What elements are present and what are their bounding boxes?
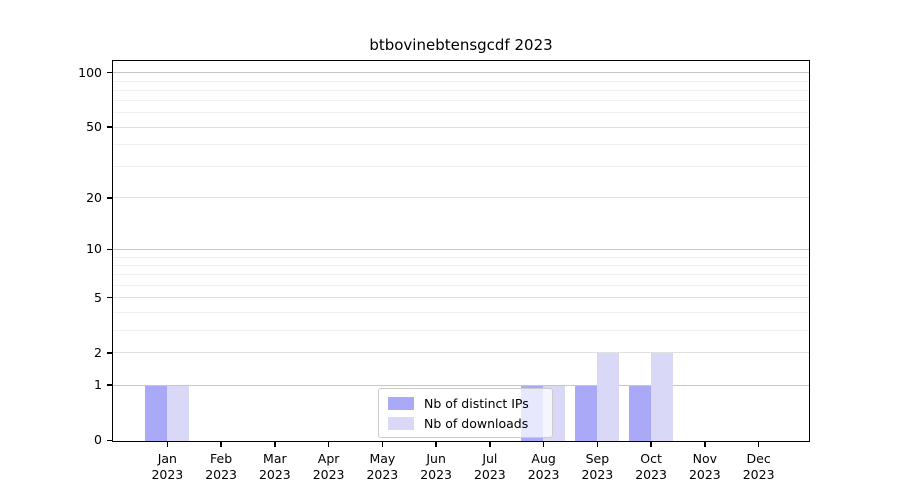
- gridline-minor: [113, 166, 809, 168]
- y-axis-tick: [107, 248, 112, 251]
- gridline-minor: [113, 256, 809, 258]
- bar-nb-of-distinct-ips-jan: [144, 385, 167, 441]
- gridline-major: [113, 297, 809, 299]
- legend-item: Nb of distinct IPs: [388, 394, 543, 413]
- y-axis-tick-label: 100: [78, 64, 102, 80]
- bar-nb-of-downloads-sep: [596, 353, 619, 441]
- x-axis-tick-label: Mar 2023: [258, 451, 291, 482]
- y-axis-tick: [107, 384, 112, 386]
- x-axis-tick-label: Oct 2023: [635, 451, 668, 482]
- gridline-major: [113, 126, 809, 128]
- x-axis-tick: [381, 442, 384, 447]
- gridline-minor: [113, 80, 809, 82]
- y-axis-tick: [107, 296, 112, 299]
- gridline-minor: [113, 264, 809, 266]
- x-axis-tick: [327, 442, 330, 447]
- x-axis-tick: [650, 442, 652, 447]
- chart-title: btbovinebtensgcdf 2023: [369, 36, 553, 54]
- legend-label: Nb of distinct IPs: [424, 396, 529, 412]
- x-axis-tick-label: Jun 2023: [420, 451, 453, 482]
- x-axis-tick: [757, 442, 760, 447]
- legend-swatch-downloads: [388, 416, 414, 430]
- x-axis-tick-label: Jan 2023: [151, 451, 184, 482]
- x-axis-tick-label: Aug 2023: [527, 451, 560, 482]
- x-axis-tick: [220, 442, 222, 447]
- y-axis-tick: [107, 126, 112, 128]
- x-axis-tick: [704, 442, 706, 447]
- y-axis-tick-label: 50: [86, 119, 102, 135]
- gridline-minor: [113, 274, 809, 276]
- y-axis-tick: [107, 439, 112, 442]
- y-axis-tick-label: 0: [94, 432, 102, 448]
- gridline-major: [113, 352, 809, 354]
- bar-nb-of-distinct-ips-sep: [574, 385, 597, 441]
- x-axis-tick-label: Apr 2023: [312, 451, 345, 482]
- gridline-minor: [113, 311, 809, 313]
- gridline-major: [113, 197, 809, 199]
- gridline-major: [113, 248, 809, 250]
- y-axis-tick: [107, 196, 112, 199]
- y-axis-tick-label: 2: [94, 344, 102, 360]
- x-axis-tick-label: May 2023: [366, 451, 399, 482]
- gridline-major: [113, 384, 809, 386]
- y-axis-tick-label: 1: [94, 377, 102, 393]
- legend: Nb of distinct IPs Nb of downloads: [378, 388, 553, 438]
- x-axis-tick: [489, 442, 491, 447]
- legend-label: Nb of downloads: [424, 415, 529, 431]
- gridline-minor: [113, 284, 809, 286]
- y-axis-tick-label: 20: [86, 189, 102, 205]
- x-axis-tick-label: Jul 2023: [473, 451, 506, 482]
- x-axis-tick-label: Sep 2023: [581, 451, 614, 482]
- bar-nb-of-distinct-ips-oct: [628, 385, 651, 441]
- x-axis-tick: [274, 442, 276, 447]
- legend-swatch-distinct-ips: [388, 397, 414, 411]
- y-axis-tick: [107, 71, 112, 74]
- legend-item: Nb of downloads: [388, 414, 543, 433]
- bar-nb-of-downloads-jan: [166, 385, 189, 441]
- x-axis-tick-label: Nov 2023: [688, 451, 721, 482]
- gridline-minor: [113, 144, 809, 146]
- x-axis-tick-label: Feb 2023: [205, 451, 237, 482]
- plot-area: [112, 60, 810, 442]
- x-axis-tick-label: Dec 2023: [742, 451, 775, 482]
- x-axis-tick: [596, 442, 599, 447]
- bars-layer: [113, 61, 809, 441]
- y-axis-tick-label: 5: [94, 289, 102, 305]
- x-axis-tick: [542, 442, 545, 447]
- gridline-major: [113, 72, 809, 74]
- y-axis-tick-label: 10: [86, 241, 102, 257]
- x-axis-tick: [166, 442, 169, 447]
- gridline-minor: [113, 89, 809, 91]
- x-axis-tick: [435, 442, 437, 447]
- y-axis-tick: [107, 352, 112, 354]
- bar-nb-of-downloads-oct: [650, 353, 673, 441]
- gridline-minor: [113, 329, 809, 331]
- gridline-minor: [113, 112, 809, 114]
- gridline-minor: [113, 100, 809, 102]
- gridline-layer: [113, 61, 809, 441]
